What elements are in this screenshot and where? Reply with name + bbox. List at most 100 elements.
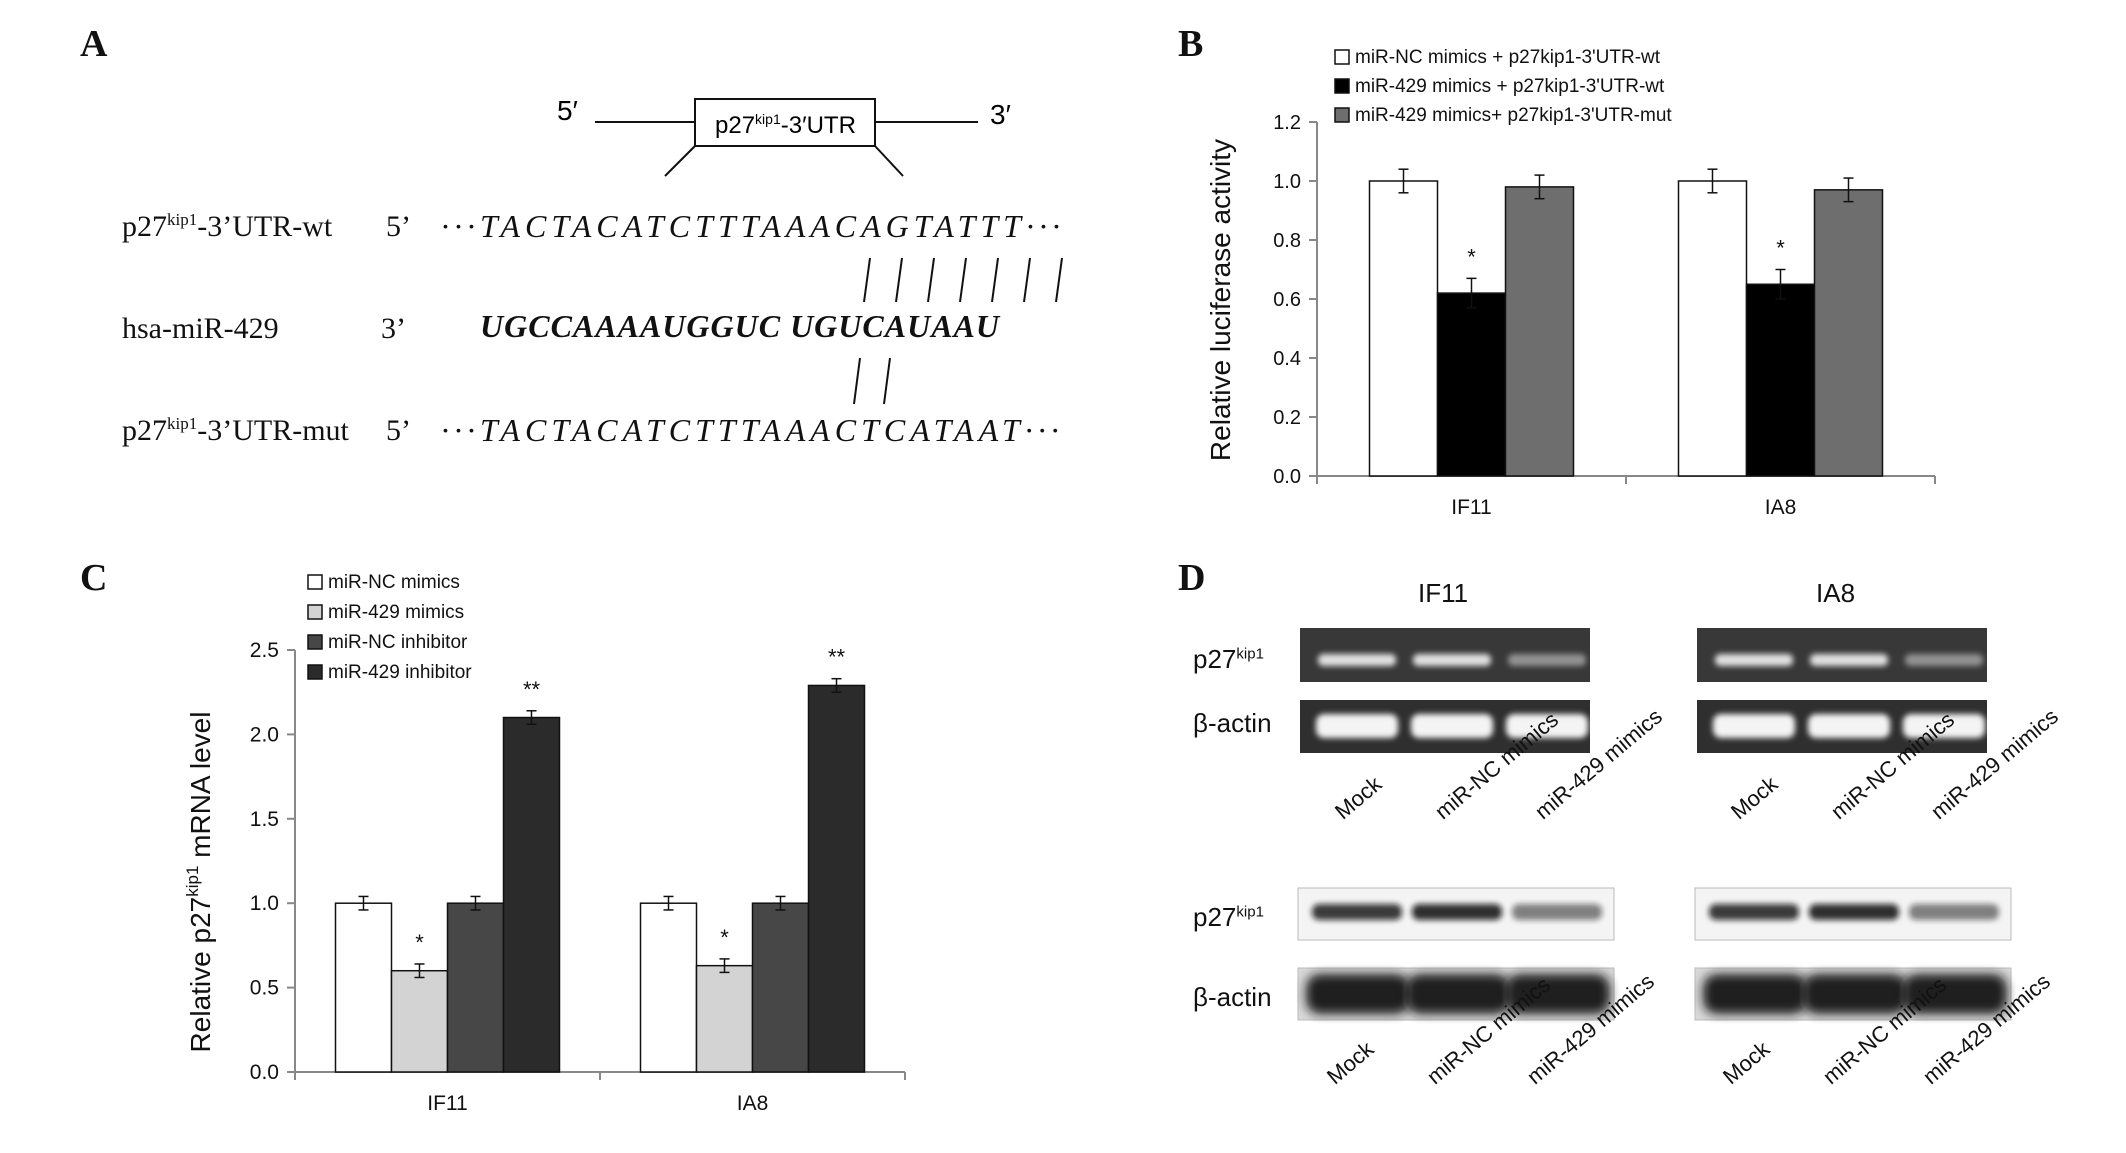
bar [1745,283,1816,477]
wb-control-band [1903,974,2007,1014]
legend-label: miR-NC inhibitor [328,632,468,653]
pcr-control-band [1411,714,1493,738]
row-mut-end: 5’ [386,414,411,447]
legend-swatch [1334,49,1350,65]
wb-control-band [1506,974,1610,1014]
y-axis-label: Relative luciferase activity [1205,139,1236,461]
bar [1677,180,1748,477]
significance-marker: ** [828,645,846,670]
y-tick-label: 0.0 [1273,466,1301,488]
wb-control-band [1406,974,1510,1014]
row-mir-label: hsa-miR-429 [122,312,279,345]
row-mir-sequence: UGCCAAAAUGGUC UGUCAUAAU [480,308,1000,344]
significance-marker: * [720,925,729,950]
panel-a-construct-diagram: 5′ 3′ p27kip1-3′UTR [557,95,1011,177]
wb-control-label: β-actin [1193,982,1272,1012]
wb-target-label: p27kip1 [1193,902,1264,932]
pcr-target-band [1413,654,1491,666]
legend-label: miR-429 mimics+ p27kip1-3'UTR-mut [1355,105,1672,126]
legend-label: miR-429 inhibitor [328,662,472,683]
pcr-control-band [1506,714,1588,738]
significance-marker: * [1776,236,1785,261]
bar [502,716,561,1073]
significance-marker: ** [523,677,541,702]
row-mut-sequence: ···TACTACATCTTTAAACTCATAAT··· [441,412,1064,448]
legend-label: miR-NC mimics [328,572,460,593]
wb-target-band [1312,904,1402,920]
construct-5-prime: 5′ [557,95,578,126]
legend-label: miR-NC mimics + p27kip1-3'UTR-wt [1355,47,1661,68]
wb-target-band [1512,904,1602,920]
x-category-label: IF11 [427,1092,467,1115]
x-category-label: IF11 [1451,496,1491,519]
row-mir-end: 3’ [381,312,406,345]
row-wt-end: 5’ [386,210,411,243]
wb-control-band [1703,974,1807,1014]
significance-marker: * [1467,244,1476,269]
legend-swatch [307,664,323,680]
legend-swatch [1334,107,1350,123]
y-tick-label: 0.8 [1273,230,1301,252]
row-mut-label: p27kip1-3’UTR-mut [122,414,349,447]
significance-marker: * [415,930,424,955]
legend-swatch [307,604,323,620]
pcr-control-label: β-actin [1193,708,1272,738]
pcr-control-band [1903,714,1985,738]
bar [1813,189,1884,477]
wb-control-band [1306,974,1410,1014]
panel-d-letter: D [1178,557,1206,599]
legend-label: miR-429 mimics + p27kip1-3'UTR-wt [1355,76,1665,97]
wb-target-band [1709,904,1799,920]
y-tick-label: 0.2 [1273,407,1301,429]
y-tick-label: 1.0 [250,892,279,915]
pcr-control-band [1316,714,1398,738]
wb-target-band [1909,904,1999,920]
y-tick-label: 1.5 [250,808,279,831]
bar [807,684,866,1073]
y-tick-label: 0.0 [250,1061,279,1084]
bar [639,902,698,1073]
panel-c-letter: C [80,557,108,599]
wb-target-band [1809,904,1899,920]
bar [1436,292,1507,477]
y-tick-label: 2.5 [250,639,279,662]
bar [1504,186,1575,477]
legend-label: miR-429 mimics [328,602,464,623]
row-wt-label: p27kip1-3’UTR-wt [122,210,333,243]
chart-b: 0.0 0.2 0.4 0.6 0.8 1.0 1.2 IF11 IA8 * * miR-NC mim… [1205,47,1936,519]
pcr-target-label: p27kip1 [1193,644,1264,674]
pcr-target-band [1508,654,1586,666]
pcr-target-band [1810,654,1888,666]
y-tick-label: 1.2 [1273,112,1301,134]
pcr-target-band [1715,654,1793,666]
legend-swatch [1334,78,1350,94]
y-tick-label: 1.0 [1273,171,1301,193]
legend-swatch [307,574,323,590]
y-axis-label: Relative p27kip1 mRNA level [183,712,216,1053]
panel-a-letter: A [80,23,108,65]
wb-control-band [1803,974,1907,1014]
construct-3-prime: 3′ [990,99,1011,130]
cell-label-ia8: IA8 [1816,578,1856,608]
y-tick-label: 0.5 [250,977,279,1000]
x-category-label: IA8 [737,1092,769,1115]
pcr-control-band [1808,714,1890,738]
pcr-control-band [1713,714,1795,738]
x-category-label: IA8 [1765,496,1797,519]
legend-swatch [307,634,323,650]
y-tick-label: 0.4 [1273,348,1301,370]
pcr-target-band [1905,654,1983,666]
y-tick-label: 0.6 [1273,289,1301,311]
pcr-target-band [1318,654,1396,666]
construct-box-label: p27kip1-3′UTR [715,111,856,139]
base-pairing-lines [853,257,1063,405]
panel-b-letter: B [1178,23,1204,65]
row-wt-sequence: ···TACTACATCTTTAAACAGTATTT··· [441,208,1065,244]
y-tick-label: 2.0 [250,723,279,746]
bar [751,902,810,1073]
cell-label-if11: IF11 [1418,578,1469,608]
wb-target-band [1412,904,1502,920]
bar [1368,180,1439,477]
